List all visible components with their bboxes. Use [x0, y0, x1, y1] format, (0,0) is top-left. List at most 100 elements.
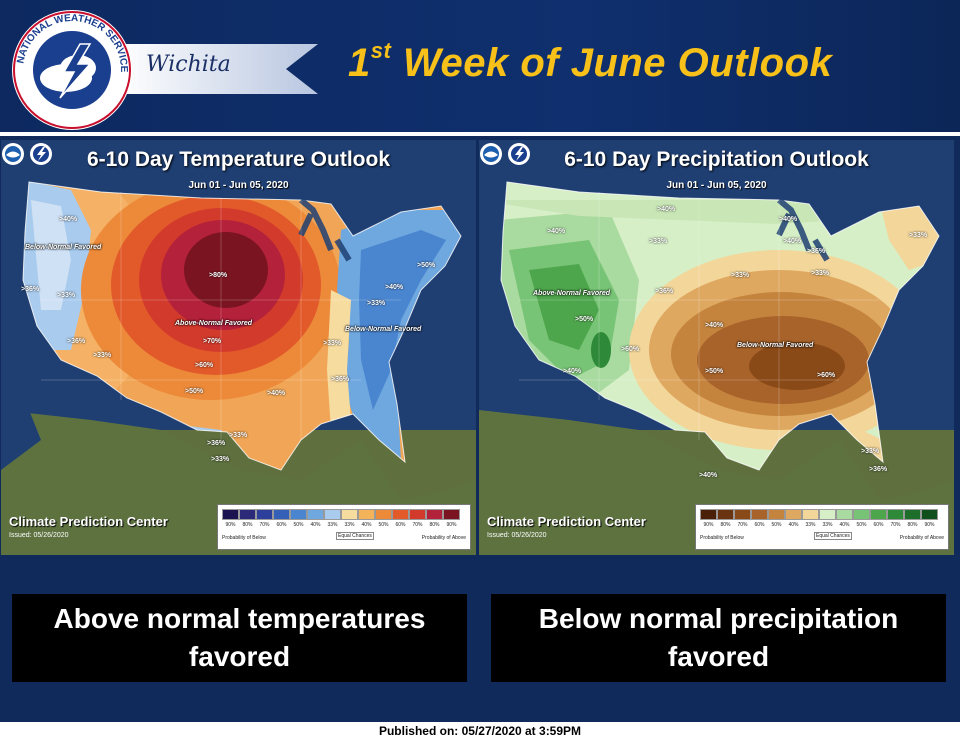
probability-label: >50% [575, 316, 594, 323]
probability-label: >33% [649, 238, 668, 245]
legend-tick-label: 60% [873, 522, 884, 528]
legend-swatch [307, 509, 324, 520]
temperature-map-credit: Climate Prediction Center [9, 514, 168, 529]
legend-swatch [819, 509, 836, 520]
precipitation-caption: Below normal precipitation favored [491, 594, 946, 682]
noaa-nws-logos [480, 143, 530, 165]
probability-label: >70% [203, 338, 222, 345]
legend-equal-label: Equal Chances [336, 532, 374, 540]
legend-tick-label: 33% [805, 522, 816, 528]
legend-tick-label: 70% [890, 522, 901, 528]
legend-tick-label: 40% [788, 522, 799, 528]
legend-swatch [700, 509, 717, 520]
legend-swatch [341, 509, 358, 520]
legend-tick-label: 60% [395, 522, 406, 528]
precipitation-map-dates: Jun 01 - Jun 05, 2020 [666, 180, 767, 191]
legend-tick-label: 40% [839, 522, 850, 528]
legend-swatch [887, 509, 904, 520]
legend-tick-label: 70% [259, 522, 270, 528]
legend-swatch [324, 509, 341, 520]
probability-label: >33% [367, 300, 386, 307]
precipitation-map-legend: 90% 80% 70% 60% 50% 40% 33% 33% 40% 50% 60% 70% 80% 9… [695, 504, 949, 550]
legend-tick-label: 80% [429, 522, 440, 528]
probability-label: >36% [869, 466, 888, 473]
probability-label: >40% [267, 390, 286, 397]
published-timestamp: Published on: 05/27/2020 at 3:59PM [378, 724, 582, 738]
probability-label: >40% [699, 472, 718, 479]
legend-above-label: Probability of Above [899, 535, 944, 541]
footer-bar [0, 722, 960, 740]
probability-label: >40% [779, 216, 798, 223]
temperature-map-dates: Jun 01 - Jun 05, 2020 [188, 180, 289, 191]
probability-label: >33% [861, 448, 880, 455]
region-label: Below-Normal Favored [25, 244, 102, 251]
legend-tick-label: 90% [225, 522, 236, 528]
probability-label: >50% [185, 388, 204, 395]
legend-tick-label: 70% [737, 522, 748, 528]
probability-label: >40% [657, 206, 676, 213]
probability-label: >33% [93, 352, 112, 359]
legend-swatch [222, 509, 239, 520]
legend-tick-label: 40% [310, 522, 321, 528]
temperature-map-legend: 90% 80% 70% 60% 50% 40% 33% 33% 40% 50% 60% 70% 80% 9… [217, 504, 471, 550]
probability-label: >36% [21, 286, 40, 293]
precipitation-map-credit: Climate Prediction Center [487, 514, 646, 529]
region-label: Below-Normal Favored [345, 326, 422, 333]
legend-tick-label: 90% [924, 522, 935, 528]
legend-swatch [409, 509, 426, 520]
legend-tick-label: 80% [907, 522, 918, 528]
legend-tick-label: 50% [378, 522, 389, 528]
legend-swatch [239, 509, 256, 520]
legend-swatch [802, 509, 819, 520]
legend-below-label: Probability of Below [222, 535, 266, 541]
probability-label: >50% [417, 262, 436, 269]
legend-swatch [836, 509, 853, 520]
probability-label: >40% [705, 322, 724, 329]
temperature-map-graphic [1, 140, 476, 555]
probability-label: >40% [385, 284, 404, 291]
legend-ticks: 90% 80% 70% 60% 50% 40% 33% 33% 40% 50% 60% 70% 80% 9… [700, 522, 938, 528]
legend-tick-label: 50% [856, 522, 867, 528]
probability-label: >33% [909, 232, 928, 239]
legend-tick-label: 50% [293, 522, 304, 528]
nws-logo: NATIONAL WEATHER SERVICE [12, 10, 132, 130]
temperature-map-issued: Issued: 05/26/2020 [9, 532, 69, 539]
probability-label: >36% [207, 440, 226, 447]
legend-tick-label: 90% [446, 522, 457, 528]
probability-label: >33% [323, 340, 342, 347]
precipitation-map-title: 6-10 Day Precipitation Outlook [564, 148, 869, 171]
legend-swatch [273, 509, 290, 520]
legend-tick-label: 80% [242, 522, 253, 528]
legend-swatch [256, 509, 273, 520]
legend-tick-label: 70% [412, 522, 423, 528]
legend-swatch [904, 509, 921, 520]
legend-swatch [870, 509, 887, 520]
temperature-caption-text: Above normal temperatures favored [53, 603, 426, 672]
probability-label: >33% [229, 432, 248, 439]
legend-swatches [222, 509, 460, 520]
region-label: Below-Normal Favored [737, 342, 814, 349]
legend-swatches [700, 509, 938, 520]
legend-above-label: Probability of Above [421, 535, 466, 541]
legend-swatch [853, 509, 870, 520]
probability-label: >36% [807, 248, 826, 255]
probability-label: >40% [563, 368, 582, 375]
precipitation-map-issued: Issued: 05/26/2020 [487, 532, 547, 539]
temperature-map-title: 6-10 Day Temperature Outlook [86, 148, 391, 171]
probability-label: >33% [211, 456, 230, 463]
probability-label: >40% [783, 238, 802, 245]
legend-swatch [358, 509, 375, 520]
precipitation-outlook-map: 6-10 Day Precipitation Outlook Jun 01 - … [479, 140, 954, 555]
legend-equal-label: Equal Chances [814, 532, 852, 540]
legend-tick-label: 60% [754, 522, 765, 528]
probability-label: >60% [817, 372, 836, 379]
probability-label: >40% [59, 216, 78, 223]
office-banner [118, 44, 318, 94]
probability-label: >36% [331, 376, 350, 383]
probability-label: >36% [67, 338, 86, 345]
probability-label: >50% [705, 368, 724, 375]
legend-tick-label: 33% [822, 522, 833, 528]
legend-swatch [443, 509, 460, 520]
legend-tick-label: 60% [276, 522, 287, 528]
legend-tick-label: 80% [720, 522, 731, 528]
